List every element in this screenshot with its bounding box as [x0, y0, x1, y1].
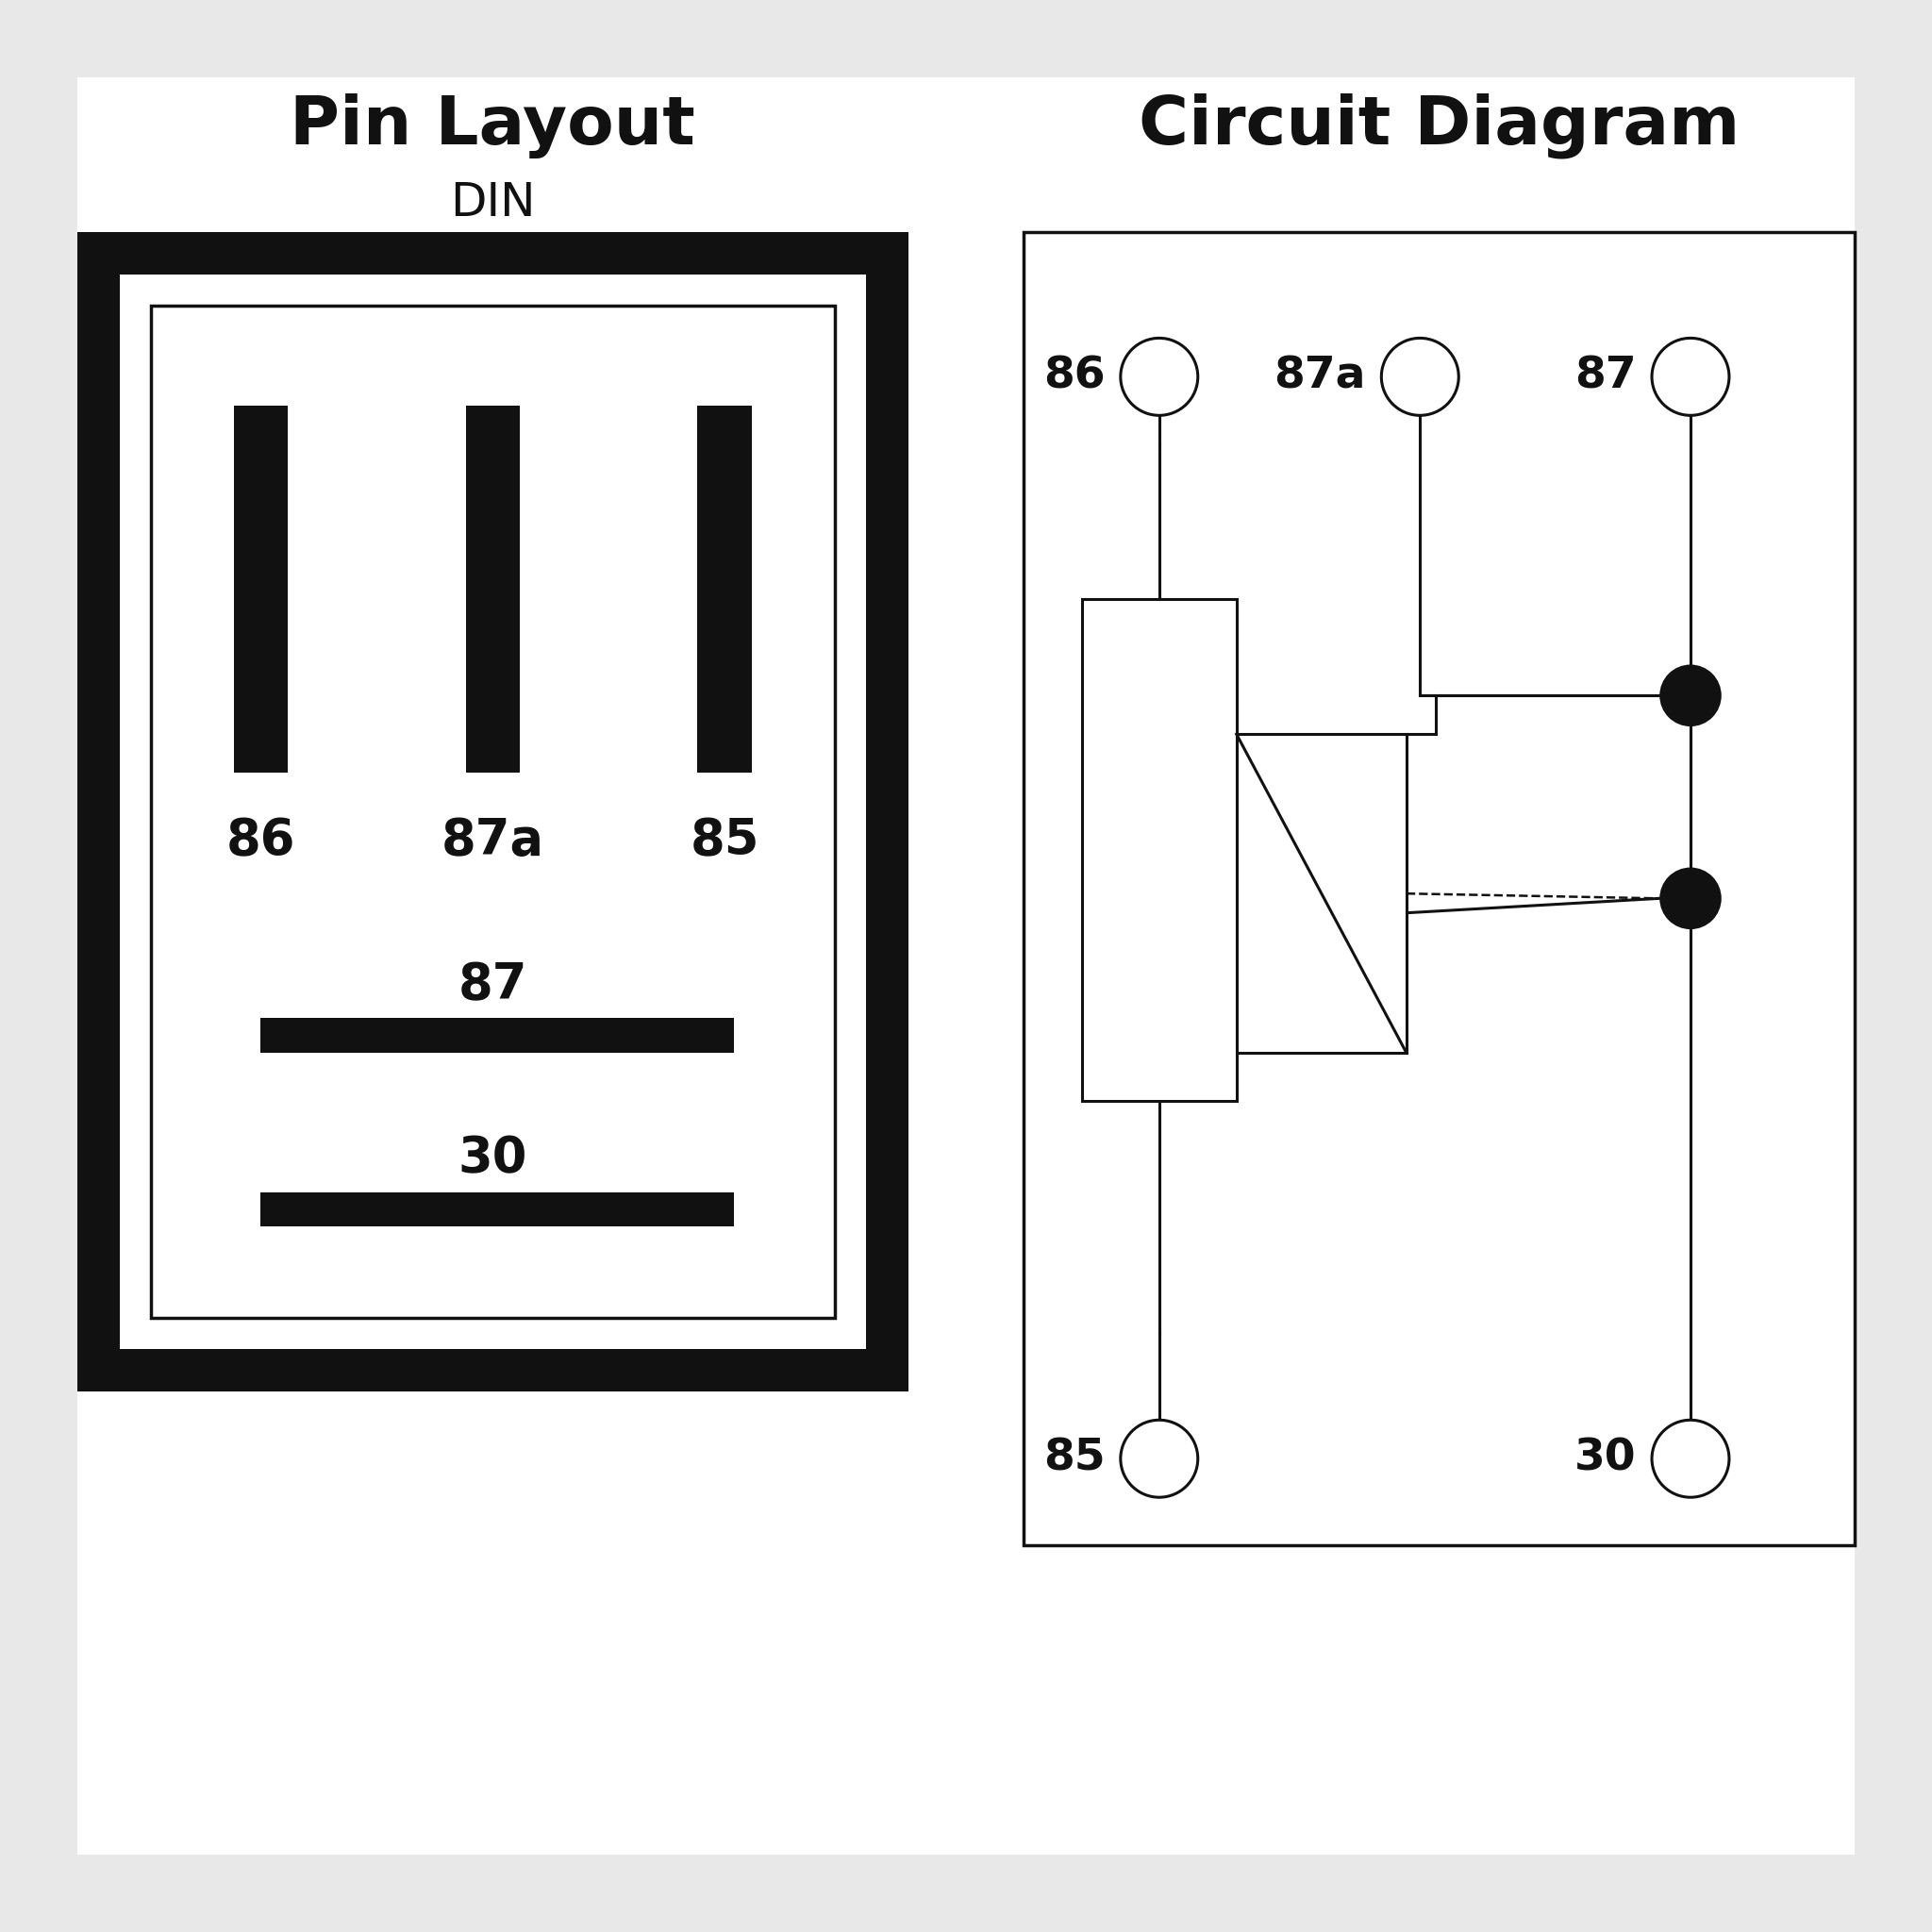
Text: 86: 86: [226, 815, 296, 866]
Text: 87a: 87a: [1273, 355, 1366, 398]
Bar: [151, 305, 835, 1318]
Circle shape: [1660, 867, 1721, 929]
Text: 87: 87: [458, 960, 527, 1010]
Bar: [1082, 599, 1236, 1101]
Circle shape: [1652, 1420, 1729, 1497]
Text: Circuit Diagram: Circuit Diagram: [1138, 93, 1741, 158]
Text: 87: 87: [1575, 355, 1636, 398]
Circle shape: [1121, 1420, 1198, 1497]
Text: 85: 85: [1043, 1437, 1105, 1480]
Text: 85: 85: [690, 815, 759, 866]
Bar: [120, 274, 866, 1349]
Text: 87a: 87a: [440, 815, 545, 866]
Text: Pin Layout: Pin Layout: [290, 93, 696, 158]
Bar: [1024, 232, 1855, 1546]
Text: 86: 86: [1043, 355, 1105, 398]
Circle shape: [1381, 338, 1459, 415]
Circle shape: [1121, 338, 1198, 415]
Bar: [77, 232, 908, 1391]
Bar: [697, 406, 752, 773]
Text: DIN: DIN: [450, 180, 535, 226]
Circle shape: [1652, 338, 1729, 415]
Text: 30: 30: [1575, 1437, 1636, 1480]
Bar: [261, 1192, 734, 1227]
Text: 30: 30: [458, 1134, 527, 1184]
Bar: [1236, 734, 1406, 1053]
Bar: [466, 406, 520, 773]
Circle shape: [1660, 665, 1721, 726]
Bar: [261, 1018, 734, 1053]
Bar: [234, 406, 288, 773]
